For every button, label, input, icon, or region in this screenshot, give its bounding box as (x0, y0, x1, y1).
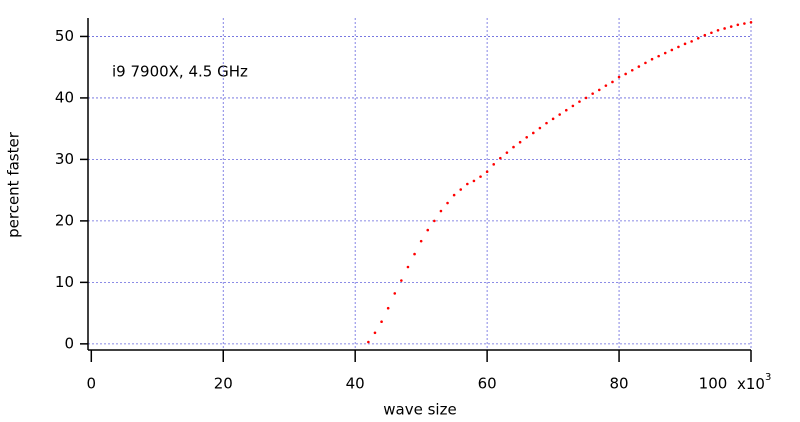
point (716, 28, 720, 32)
point (380, 320, 383, 324)
point (584, 96, 588, 100)
point (743, 22, 746, 25)
point (538, 126, 542, 130)
point (677, 45, 680, 49)
point (690, 40, 693, 43)
point (452, 193, 456, 197)
point (696, 36, 700, 40)
point (439, 209, 443, 213)
x-multiplier-base: x10 (737, 375, 765, 393)
point (710, 31, 713, 35)
point (551, 117, 555, 121)
y-tick-label: 10 (55, 273, 74, 291)
annotation: i9 7900X, 4.5 GHz (112, 63, 248, 81)
point (597, 88, 601, 92)
point (479, 175, 482, 178)
point (736, 23, 740, 27)
point (512, 145, 515, 149)
point (657, 54, 660, 58)
point (518, 140, 522, 144)
point (505, 151, 509, 154)
point (729, 25, 733, 28)
y-tick-label: 30 (55, 150, 74, 168)
point (525, 135, 529, 139)
point (373, 331, 377, 335)
point (393, 292, 397, 295)
point (446, 201, 449, 205)
point (485, 170, 489, 174)
point (624, 72, 627, 76)
point (650, 57, 654, 61)
point (637, 65, 641, 68)
point (406, 265, 410, 269)
point (466, 182, 469, 186)
y-axis-label: percent faster (5, 131, 23, 238)
point (413, 252, 416, 256)
point (644, 61, 647, 65)
point (558, 113, 561, 116)
x-tick-label: 60 (478, 375, 497, 393)
y-tick-label: 50 (55, 27, 74, 45)
point (723, 27, 726, 30)
x-multiplier: x103 (737, 372, 771, 393)
point (670, 48, 674, 52)
point (611, 80, 614, 84)
y-tick-label: 20 (55, 211, 74, 229)
x-tick-label: 40 (346, 375, 365, 393)
point (472, 179, 476, 183)
point (499, 156, 502, 160)
x-tick-label: 20 (214, 375, 233, 393)
x-tick-label: 80 (610, 375, 629, 393)
point (419, 239, 423, 243)
point (630, 68, 634, 72)
point (683, 42, 687, 46)
y-tick-label: 40 (55, 88, 74, 106)
point (591, 92, 594, 95)
point (578, 100, 581, 103)
point (531, 131, 535, 135)
point (703, 33, 707, 37)
point (617, 75, 621, 79)
point (492, 163, 496, 166)
x-tick-label: 0 (87, 375, 97, 393)
point (749, 21, 753, 24)
point (459, 188, 463, 191)
point (604, 84, 608, 87)
y-tick-label: 0 (64, 334, 74, 352)
point (386, 306, 390, 310)
x-axis-label: wave size (383, 401, 456, 419)
point (433, 219, 436, 223)
point (663, 51, 667, 55)
point (564, 108, 568, 112)
x-tick-label: 100 (699, 375, 728, 393)
point (426, 228, 430, 232)
x-multiplier-exponent: 3 (765, 372, 771, 383)
point (400, 279, 403, 282)
point (545, 121, 548, 125)
point (367, 340, 370, 344)
point (571, 104, 575, 108)
